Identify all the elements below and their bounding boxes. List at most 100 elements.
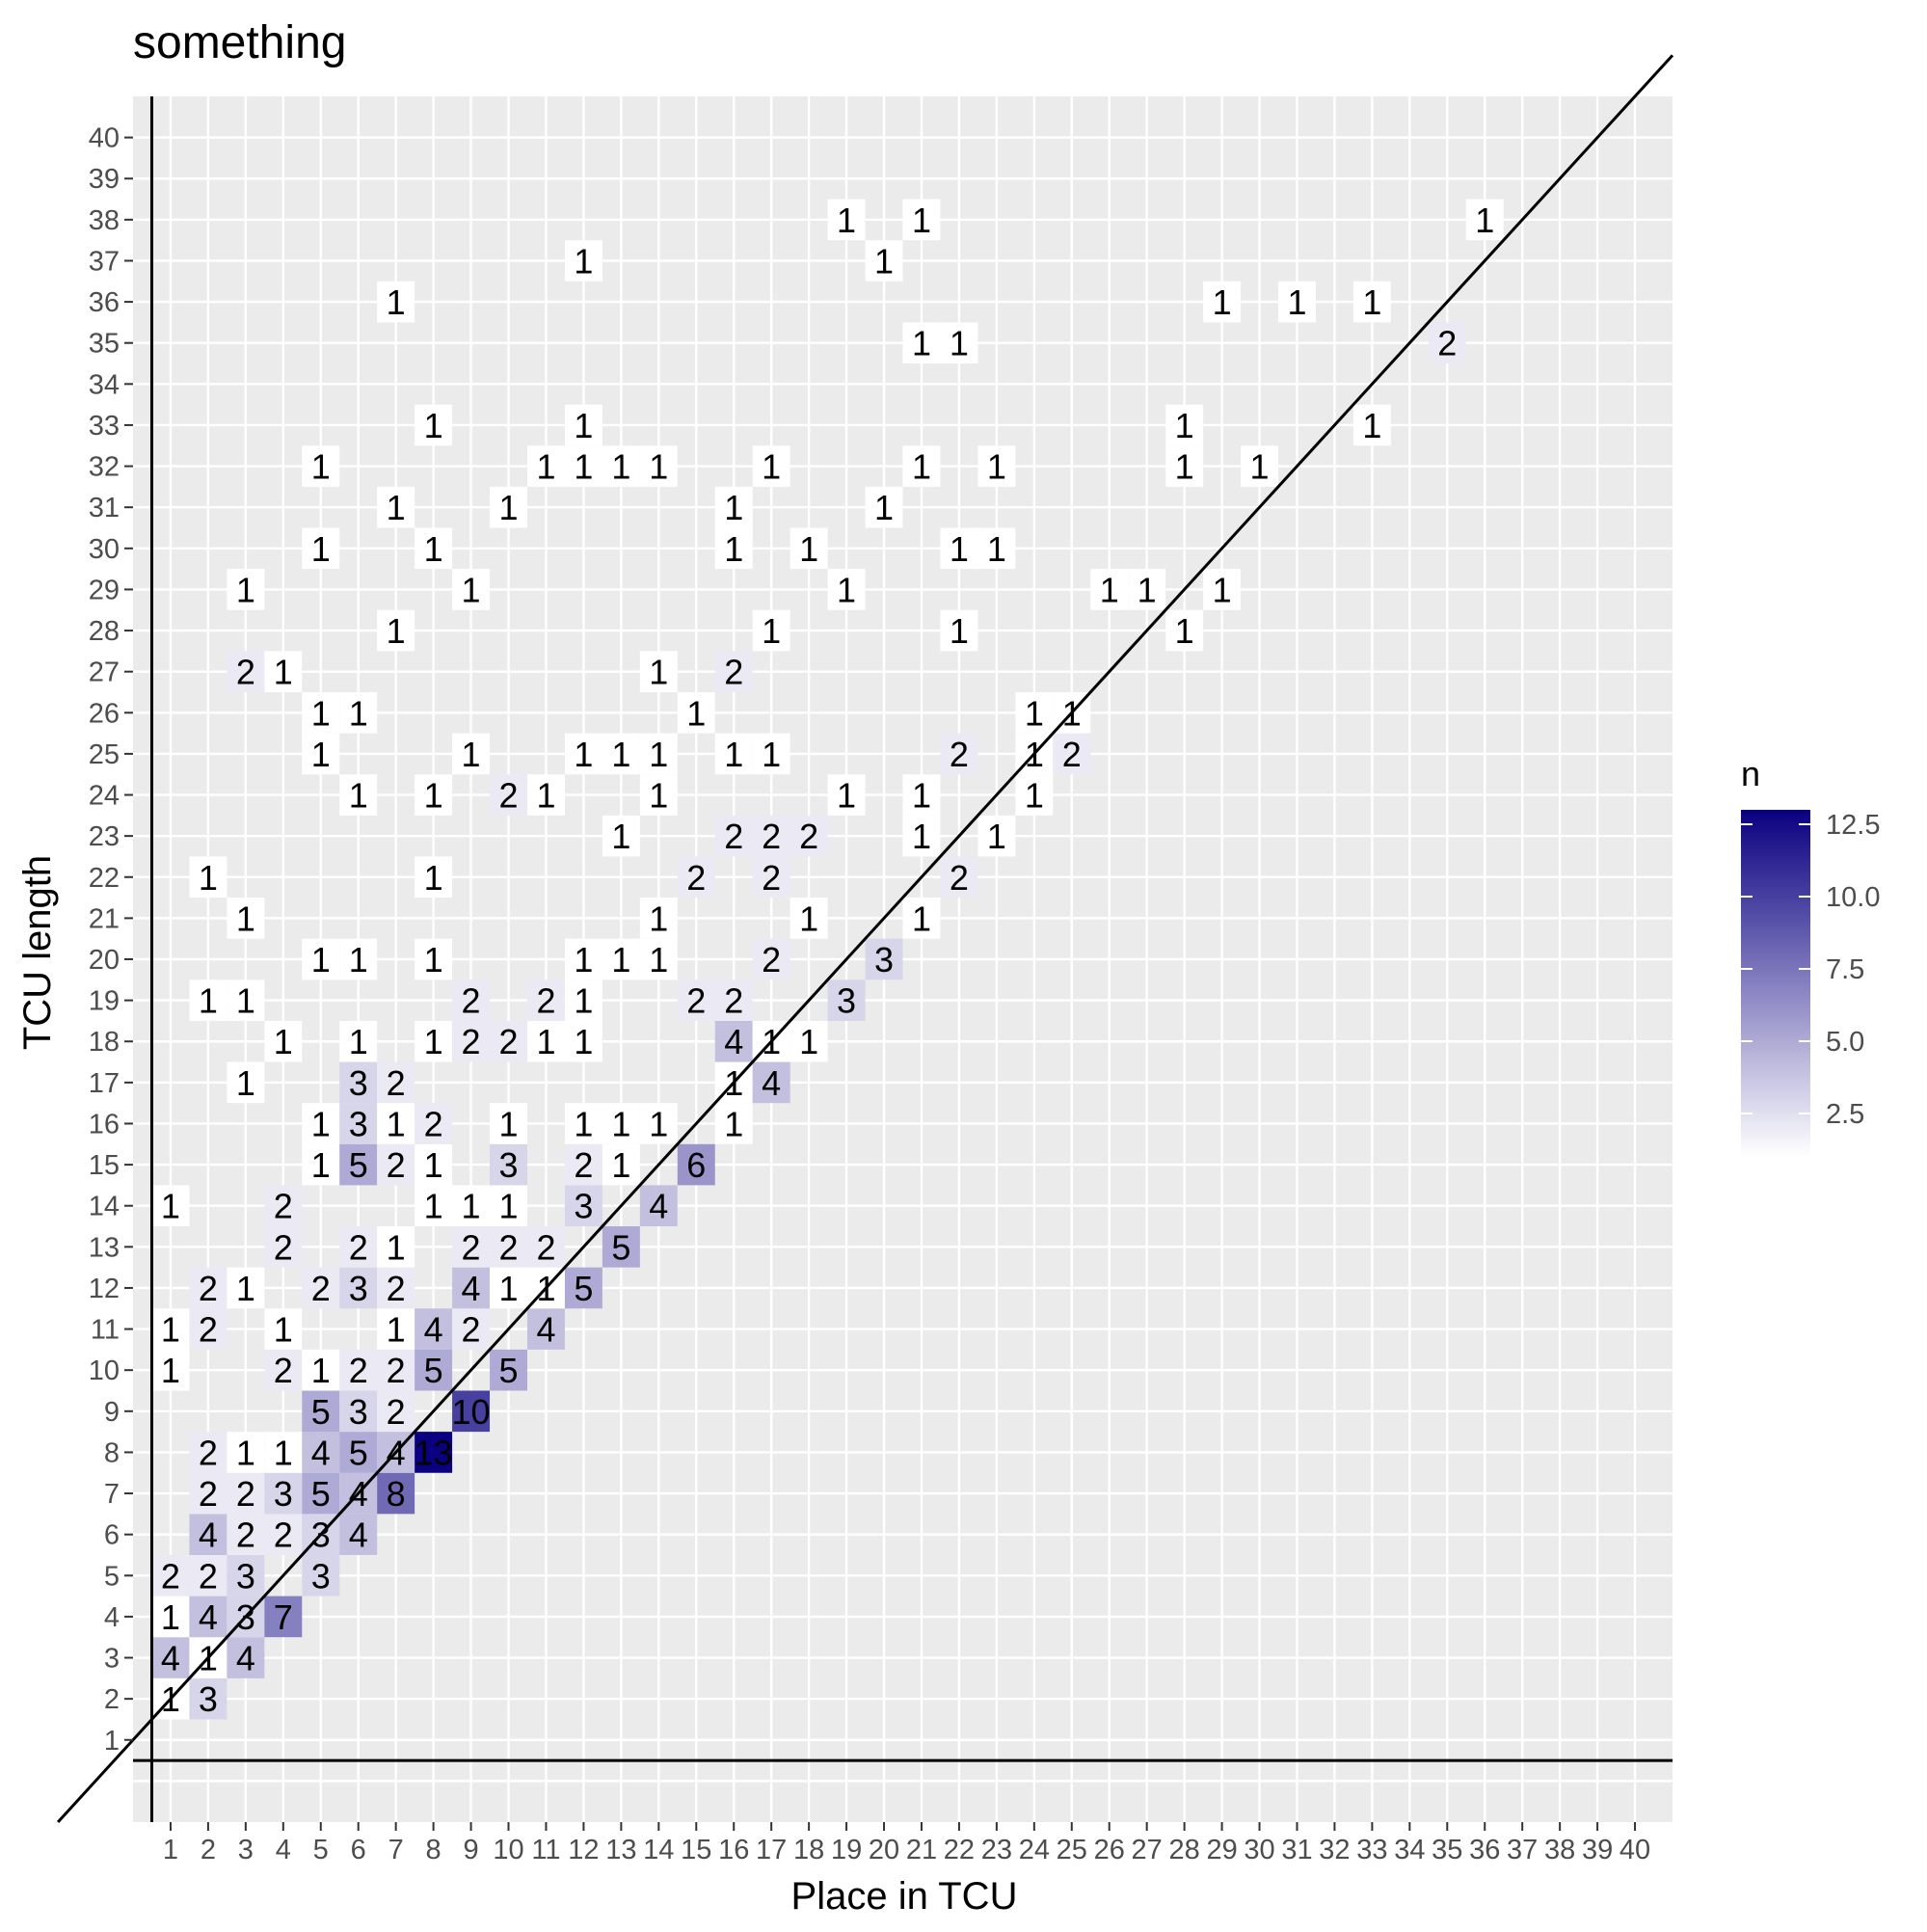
tile-label: 6 — [686, 1145, 706, 1185]
tile-label: 2 — [349, 1351, 368, 1390]
tile-label: 1 — [387, 488, 406, 527]
heatmap-tile — [415, 404, 453, 446]
tile-label: 3 — [236, 1556, 255, 1596]
heatmap-tile — [639, 774, 678, 816]
heatmap-tile — [264, 1514, 303, 1555]
heatmap-tile — [302, 1472, 340, 1515]
tile-label: 2 — [199, 1310, 218, 1350]
heatmap-tile — [677, 691, 715, 734]
heatmap-tile — [677, 979, 715, 1021]
tile-label: 1 — [387, 1310, 406, 1350]
heatmap-tile — [302, 1432, 340, 1473]
tile-label: 7 — [274, 1597, 293, 1637]
heatmap-tile — [339, 1349, 378, 1391]
x-tick-label: 11 — [531, 1835, 560, 1865]
tile-label: 2 — [236, 1474, 255, 1514]
tile-label: 1 — [1137, 570, 1157, 609]
heatmap-tile — [151, 1349, 190, 1391]
heatmap-tile — [264, 1472, 303, 1515]
y-tick-label: 35 — [89, 329, 120, 360]
heatmap-tile — [790, 898, 828, 939]
tile-label: 4 — [199, 1597, 218, 1637]
heatmap-tile — [302, 938, 340, 980]
tile-label: 4 — [424, 1310, 443, 1350]
tile-label: 5 — [611, 1227, 630, 1267]
tile-label: 1 — [199, 981, 218, 1021]
y-tick-label: 16 — [89, 1109, 120, 1140]
heatmap-tile — [752, 1061, 790, 1104]
tile-label: 1 — [462, 1187, 481, 1226]
heatmap-tile — [227, 1472, 265, 1515]
heatmap-tile — [639, 1103, 678, 1144]
y-tick-label: 4 — [104, 1602, 120, 1633]
tile-label: 1 — [161, 1187, 180, 1226]
tile-label: 1 — [611, 940, 630, 979]
tile-label: 1 — [912, 899, 931, 938]
tile-label: 2 — [236, 653, 255, 692]
tile-label: 2 — [799, 817, 818, 856]
tile-label: 1 — [762, 447, 781, 487]
heatmap-tile — [490, 1349, 527, 1391]
heatmap-tile — [490, 1185, 527, 1227]
tile-label: 1 — [387, 1104, 406, 1143]
heatmap-tile — [377, 281, 415, 323]
y-tick-label: 19 — [89, 986, 120, 1017]
legend-break-label: 7.5 — [1826, 954, 1864, 985]
y-tick-label: 6 — [104, 1520, 120, 1551]
heatmap-tile — [564, 1267, 602, 1309]
tile-label: 1 — [349, 776, 368, 816]
y-tick-label: 38 — [89, 205, 120, 236]
tile-label: 1 — [236, 1433, 255, 1472]
heatmap-tile — [415, 938, 453, 980]
tile-label: 5 — [311, 1474, 331, 1514]
legend-break-label: 10.0 — [1826, 882, 1880, 913]
tile-label: 1 — [1025, 693, 1044, 733]
heatmap-tile — [490, 1020, 527, 1062]
heatmap-tile — [151, 1596, 190, 1638]
heatmap-tile — [490, 1267, 527, 1309]
tile-label: 1 — [950, 611, 969, 651]
heatmap-tile — [415, 1020, 453, 1062]
heatmap-tile — [639, 445, 678, 487]
heatmap-tile — [1053, 733, 1091, 775]
chart-title: something — [133, 17, 346, 68]
y-tick-label: 20 — [89, 945, 120, 976]
tile-label: 1 — [649, 447, 668, 487]
heatmap-tile — [377, 1349, 415, 1391]
heatmap-tile — [339, 691, 378, 734]
heatmap-tile — [339, 774, 378, 816]
heatmap-tile — [452, 1226, 491, 1268]
heatmap-tile — [902, 445, 941, 487]
heatmap-tile — [940, 856, 978, 899]
heatmap-tile — [827, 199, 866, 241]
y-axis-label: TCU length — [16, 855, 59, 1050]
tile-label: 1 — [574, 981, 593, 1021]
heatmap-tile — [714, 651, 753, 692]
tile-label: 1 — [574, 447, 593, 487]
heatmap-tile — [564, 240, 602, 282]
tile-label: 1 — [236, 1269, 255, 1308]
y-tick-label: 28 — [89, 616, 120, 647]
tile-label: 1 — [274, 1433, 293, 1472]
heatmap-tile — [415, 1349, 453, 1391]
tile-label: 1 — [311, 1104, 331, 1143]
x-tick-label: 38 — [1544, 1835, 1575, 1865]
tile-label: 5 — [424, 1351, 443, 1390]
tile-label: 2 — [199, 1433, 218, 1472]
heatmap-tile — [714, 1020, 753, 1062]
axes: 1 2 3 4 5 6 7 8 9 10 11 12 13 14 15 16 17 18 19 20 21 22 23 24 2… — [89, 123, 1650, 1865]
y-tick-label: 17 — [89, 1068, 120, 1099]
tile-label: 1 — [424, 940, 443, 979]
heatmap-tile — [602, 445, 640, 487]
heatmap-tile — [940, 733, 978, 775]
heatmap-tile — [189, 1514, 227, 1555]
tile-label: 1 — [837, 776, 856, 816]
heatmap-tile — [415, 774, 453, 816]
heatmap-tile — [302, 1390, 340, 1433]
heatmap-tile — [714, 815, 753, 857]
heatmap-tile — [452, 1308, 491, 1350]
tile-label: 2 — [274, 1516, 293, 1555]
tile-label: 1 — [912, 447, 931, 487]
heatmap-tile — [564, 445, 602, 487]
